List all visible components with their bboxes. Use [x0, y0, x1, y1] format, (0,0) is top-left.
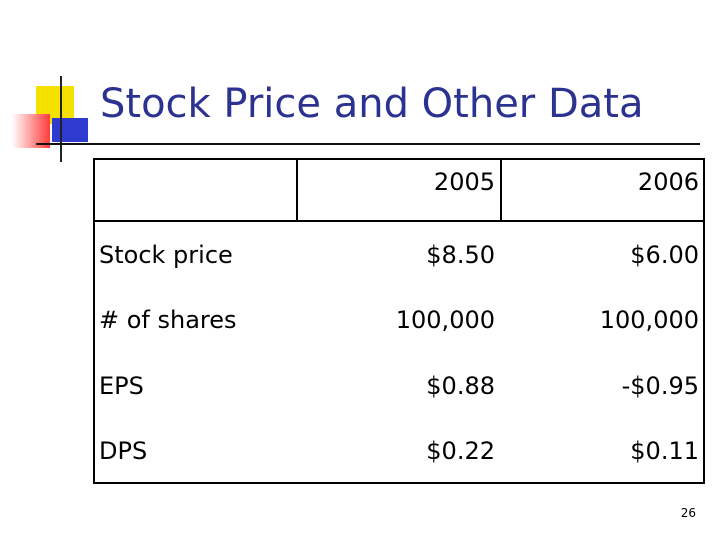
- header-cell-2005: 2005: [433, 168, 495, 196]
- table-row: Stock price $8.50 $6.00: [93, 222, 705, 287]
- row-label: EPS: [99, 371, 144, 400]
- cell-2005: $0.22: [426, 437, 495, 466]
- cell-2006: -$0.95: [621, 371, 699, 400]
- cell-2006: $0.11: [630, 437, 699, 466]
- row-label: # of shares: [99, 306, 237, 335]
- cell-2006: $6.00: [630, 241, 699, 270]
- table-row: DPS $0.22 $0.11: [93, 419, 705, 484]
- data-table: 2005 2006 Stock price $8.50 $6.00 # of s…: [93, 158, 705, 484]
- table-row: EPS $0.88 -$0.95: [93, 353, 705, 418]
- table-header-row: 2005 2006: [93, 158, 705, 222]
- table-row: # of shares 100,000 100,000: [93, 288, 705, 353]
- slide-title: Stock Price and Other Data: [100, 81, 644, 127]
- cell-2005: 100,000: [395, 306, 495, 335]
- header-cell-2006: 2006: [637, 168, 699, 196]
- logo-vertical-line: [60, 76, 62, 162]
- cell-2005: $0.88: [426, 371, 495, 400]
- logo-blue-square: [52, 118, 88, 142]
- cell-2006: 100,000: [599, 306, 699, 335]
- row-label: Stock price: [99, 241, 233, 270]
- header-cell-empty: [93, 158, 297, 222]
- title-underline: [38, 143, 700, 145]
- logo-red-square: [12, 114, 50, 148]
- row-label: DPS: [99, 437, 148, 466]
- cell-2005: $8.50: [426, 241, 495, 270]
- page-number: 26: [680, 506, 696, 520]
- title-logo: [0, 0, 100, 170]
